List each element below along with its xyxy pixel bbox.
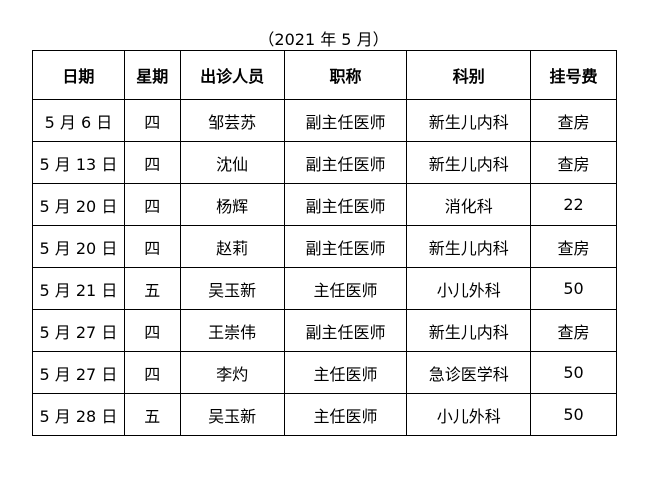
table-cell: 副主任医师 xyxy=(283,225,408,268)
table-cell: 新生儿内科 xyxy=(406,309,532,352)
table-cell: 5 月 21 日 xyxy=(32,267,125,310)
table-cell: 五 xyxy=(123,393,181,436)
table-cell: 22 xyxy=(530,183,617,226)
table-cell: 小儿外科 xyxy=(406,267,532,310)
table-cell: 主任医师 xyxy=(283,351,408,394)
table-cell: 沈仙 xyxy=(179,141,285,184)
table-cell: 五 xyxy=(123,267,181,310)
column-header: 星期 xyxy=(123,50,181,100)
table-cell: 5 月 6 日 xyxy=(32,99,125,142)
table-cell: 急诊医学科 xyxy=(406,351,532,394)
table-row: 5 月 27 日四王崇伟 副主任医师 新生儿内科 查房 xyxy=(32,309,617,352)
table-cell: 消化科 xyxy=(406,183,532,226)
table-row: 5 月 20 日四赵莉 副主任医师 新生儿内科 查房 xyxy=(32,225,617,268)
table-cell: 新生儿内科 xyxy=(406,225,532,268)
table-cell: 杨辉 xyxy=(179,183,285,226)
table-cell: 赵莉 xyxy=(179,225,285,268)
table-cell: 5 月 20 日 xyxy=(32,183,125,226)
schedule-table: 日期 星期 出诊人员 职称 科别 挂号费 5 月 6 日四邹芸苏 副主任医师 新生儿内科 查房 5… xyxy=(32,50,617,436)
table-cell: 四 xyxy=(123,225,181,268)
column-header: 职称 xyxy=(283,50,408,100)
table-cell: 四 xyxy=(123,309,181,352)
table-cell: 副主任医师 xyxy=(283,183,408,226)
table-cell: 5 月 27 日 xyxy=(32,309,125,352)
table-cell: 查房 xyxy=(530,141,617,184)
table-cell: 5 月 20 日 xyxy=(32,225,125,268)
table-cell: 副主任医师 xyxy=(283,309,408,352)
table-cell: 主任医师 xyxy=(283,393,408,436)
table-row: 5 月 27 日四李灼 主任医师 急诊医学科 50 xyxy=(32,351,617,394)
table-row: 5 月 20 日四杨辉 副主任医师 消化科 22 xyxy=(32,183,617,226)
column-header: 科别 xyxy=(406,50,532,100)
table-cell: 主任医师 xyxy=(283,267,408,310)
table-cell: 吴玉新 xyxy=(179,393,285,436)
table-cell: 新生儿内科 xyxy=(406,141,532,184)
table-cell: 李灼 xyxy=(179,351,285,394)
table-cell: 5 月 13 日 xyxy=(32,141,125,184)
table-cell: 查房 xyxy=(530,99,617,142)
table-row: 5 月 28 日五吴玉新 主任医师 小儿外科 50 xyxy=(32,393,617,436)
table-cell: 查房 xyxy=(530,225,617,268)
table-cell: 王崇伟 xyxy=(179,309,285,352)
table-cell: 四 xyxy=(123,183,181,226)
header-row: 日期 星期 出诊人员 职称 科别 挂号费 xyxy=(32,50,617,100)
column-header: 日期 xyxy=(32,50,125,100)
table-cell: 四 xyxy=(123,141,181,184)
table-cell: 5 月 27 日 xyxy=(32,351,125,394)
table-cell: 小儿外科 xyxy=(406,393,532,436)
table-cell: 副主任医师 xyxy=(283,99,408,142)
table-cell: 邹芸苏 xyxy=(179,99,285,142)
table-row: 5 月 6 日四邹芸苏 副主任医师 新生儿内科 查房 xyxy=(32,99,617,142)
table-caption: （2021 年 5 月） xyxy=(258,30,389,49)
column-header: 出诊人员 xyxy=(179,50,285,100)
table-cell: 50 xyxy=(530,393,617,436)
table-cell: 50 xyxy=(530,267,617,310)
table-cell: 副主任医师 xyxy=(283,141,408,184)
table-cell: 吴玉新 xyxy=(179,267,285,310)
table-cell: 四 xyxy=(123,99,181,142)
table-cell: 新生儿内科 xyxy=(406,99,532,142)
column-header: 挂号费 xyxy=(530,50,617,100)
table-cell: 四 xyxy=(123,351,181,394)
table-row: 5 月 21 日五吴玉新 主任医师 小儿外科 50 xyxy=(32,267,617,310)
table-cell: 查房 xyxy=(530,309,617,352)
table-cell: 5 月 28 日 xyxy=(32,393,125,436)
table-cell: 50 xyxy=(530,351,617,394)
table-row: 5 月 13 日四沈仙 副主任医师 新生儿内科 查房 xyxy=(32,141,617,184)
